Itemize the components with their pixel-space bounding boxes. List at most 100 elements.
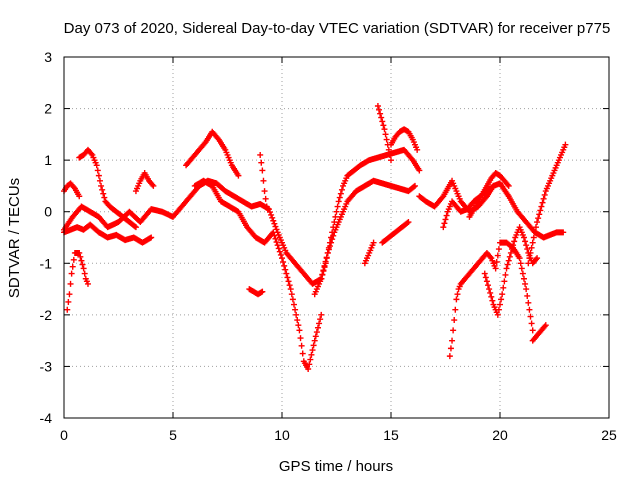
data-point [306,361,313,368]
series-arc-v [529,322,549,344]
data-point [318,311,325,318]
data-point [295,322,302,329]
data-point [494,252,501,259]
data-point [76,249,83,256]
data-point [271,232,278,239]
data-point [408,155,415,162]
series-arc-w [525,141,569,267]
data-point [288,291,295,298]
data-point [311,337,318,344]
data-point [523,286,530,293]
data-point [560,229,567,236]
y-tick-label: 3 [44,49,52,65]
data-point [132,224,139,231]
data-point [525,260,532,267]
data-point [536,211,543,218]
data-point [510,242,517,249]
data-point [95,172,102,179]
data-point [505,257,512,264]
data-point [539,199,546,206]
series-arc-r [440,180,547,241]
data-point [447,345,454,352]
data-point [504,181,511,188]
data-point [93,162,100,169]
series-arc-x [540,229,567,241]
data-point [416,167,423,174]
data-point [78,257,85,264]
data-point [84,280,91,287]
data-point [201,140,208,147]
data-point [296,327,303,334]
data-point [317,316,324,323]
data-point [388,157,394,164]
data-point [308,351,315,358]
chart-title: Day 073 of 2020, Sidereal Day-to-day VTE… [64,20,611,37]
data-point [292,306,299,313]
data-point [281,262,288,269]
data-point [68,270,75,277]
data-point [525,299,532,306]
data-point [382,131,389,138]
data-point [507,249,514,256]
data-point [532,256,539,263]
series-arc-u [481,224,541,318]
data-point [272,235,279,242]
data-point [386,151,393,158]
data-point [498,296,505,303]
data-point [452,306,459,313]
data-point [313,329,320,336]
y-tick-label: -1 [40,255,53,271]
data-point [487,289,494,296]
data-point [235,172,242,179]
data-point [277,251,284,258]
data-point [80,265,87,272]
series-arc-l [311,177,418,298]
data-point [494,311,501,318]
data-point [269,214,276,221]
data-point [293,311,300,318]
data-point [405,219,412,226]
data-point [411,182,418,189]
data-point [272,223,279,230]
data-point [312,333,319,340]
data-point [482,194,489,201]
x-tick-label: 20 [492,427,508,443]
data-point [284,274,291,281]
data-point [542,322,549,329]
data-point [535,215,542,222]
data-point [508,246,515,253]
data-point [270,217,277,224]
data-point [283,270,290,277]
data-point [214,135,221,142]
data-point [322,258,329,265]
data-point [410,183,417,190]
grid-lines [64,57,609,418]
data-point [495,246,502,253]
series-arc-i [246,286,266,298]
data-point [305,366,312,373]
data-point [314,324,321,331]
data-point [519,270,526,277]
data-point [149,181,156,188]
data-point [501,278,508,285]
data-point [506,253,513,260]
data-point [529,239,536,246]
data-point [528,244,535,251]
data-point [446,353,453,360]
data-point [96,177,103,184]
x-tick-label: 5 [169,427,177,443]
y-tick-label: 2 [44,101,52,117]
data-point [528,320,535,327]
data-point [333,208,340,215]
data-point [541,323,548,330]
data-point [527,313,534,320]
data-point [282,266,289,273]
data-point [273,226,280,233]
data-point [79,261,86,268]
data-point [442,216,449,223]
data-point [319,271,326,278]
y-tick-label: 0 [44,204,52,220]
data-point [279,255,285,262]
data-point [531,229,538,236]
